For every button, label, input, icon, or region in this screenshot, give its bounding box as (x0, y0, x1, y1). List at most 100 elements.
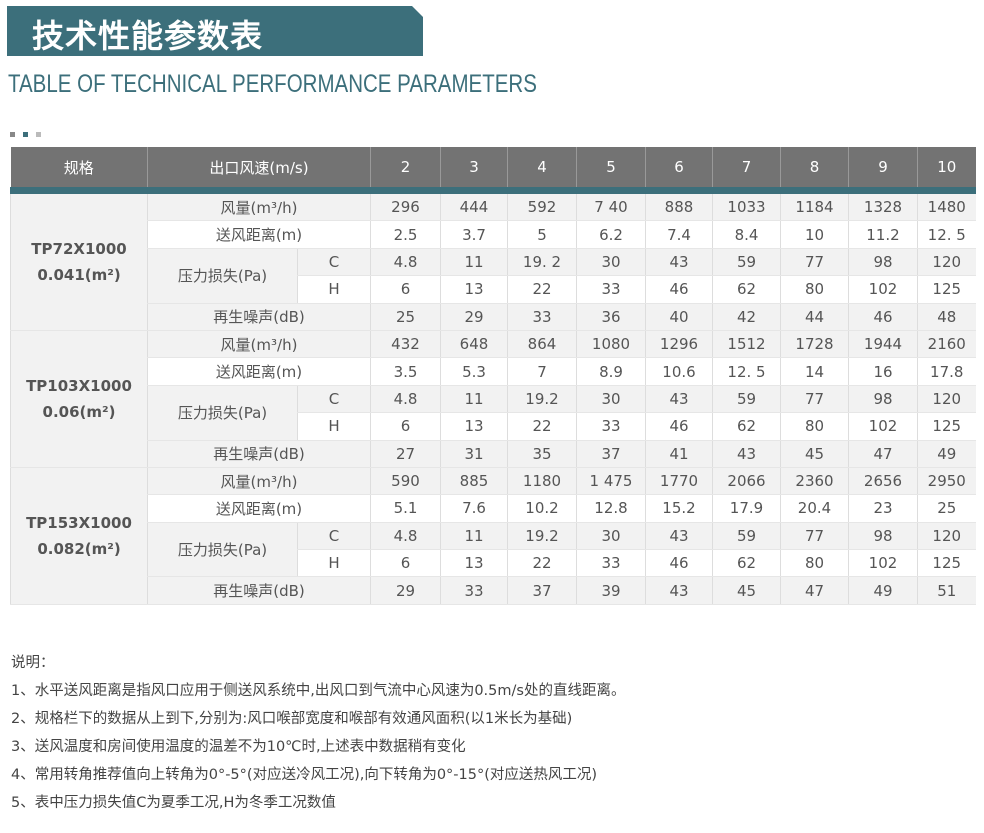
value-cell: 33 (440, 576, 508, 605)
value-cell: 1770 (645, 467, 713, 496)
header-spec: 规格 (10, 147, 148, 194)
value-cell: 10.2 (507, 494, 577, 523)
value-cell: 3.7 (440, 220, 508, 249)
value-cell: 98 (848, 522, 918, 551)
value-cell: 17.8 (917, 357, 976, 386)
value-cell: 19.2 (507, 522, 577, 551)
value-cell: 1480 (917, 190, 976, 222)
value-cell: 46 (645, 549, 713, 578)
value-cell: 1512 (712, 330, 781, 359)
model-name: TP72X1000 (31, 239, 127, 258)
value-cell: 43 (712, 440, 781, 468)
model-name: TP153X1000 (26, 513, 132, 532)
value-cell: 11 (440, 522, 508, 551)
value-cell: 35 (507, 440, 577, 468)
pressure-h-label: H (297, 412, 371, 441)
value-cell: 45 (712, 576, 781, 605)
value-cell: 77 (780, 385, 849, 414)
noise-label: 再生噪声(dB) (147, 303, 371, 331)
notes: 说明： 1、水平送风距离是指风口应用于侧送风系统中,出风口到气流中心风速为0.5… (11, 649, 625, 817)
value-cell: 40 (645, 303, 713, 331)
value-cell: 62 (712, 549, 781, 578)
note-item: 5、表中压力损失值C为夏季工况,H为冬季工况数值 (11, 795, 336, 811)
header-speed-value: 8 (780, 147, 849, 194)
distance-label: 送风距离(m) (147, 494, 371, 523)
value-cell: 62 (712, 412, 781, 441)
value-cell: 7 (507, 357, 577, 386)
value-cell: 444 (440, 190, 508, 222)
value-cell: 49 (917, 440, 976, 468)
value-cell: 1728 (780, 330, 849, 359)
value-cell: 1180 (507, 467, 577, 496)
value-cell: 15.2 (645, 494, 713, 523)
value-cell: 12.8 (576, 494, 646, 523)
value-cell: 37 (507, 576, 577, 605)
value-cell: 2.5 (370, 220, 441, 249)
value-cell: 27 (370, 440, 441, 468)
model-area: 0.082(m²) (37, 539, 121, 558)
value-cell: 11.2 (848, 220, 918, 249)
value-cell: 888 (645, 190, 713, 222)
value-cell: 4.8 (370, 248, 441, 277)
value-cell: 29 (440, 303, 508, 331)
header-speed-value: 5 (576, 147, 646, 194)
note-item: 1、水平送风距离是指风口应用于侧送风系统中,出风口到气流中心风速为0.5m/s处… (11, 683, 626, 699)
value-cell: 102 (848, 275, 918, 304)
value-cell: 432 (370, 330, 441, 359)
value-cell: 49 (848, 576, 918, 605)
flow-label: 风量(m³/h) (147, 330, 371, 359)
value-cell: 864 (507, 330, 577, 359)
table-row-noise: 再生噪声(dB) 27 31 35 37 41 43 45 47 49 (11, 440, 976, 468)
value-cell: 2160 (917, 330, 976, 359)
value-cell: 47 (848, 440, 918, 468)
value-cell: 2656 (848, 467, 918, 496)
value-cell: 22 (507, 412, 577, 441)
note-item: 4、常用转角推荐值向上转角为0°-5°(对应送冷风工况),向下转角为0°-15°… (11, 767, 598, 783)
value-cell: 37 (576, 440, 646, 468)
distance-label: 送风距离(m) (147, 357, 371, 386)
model-name: TP103X1000 (26, 376, 132, 395)
value-cell: 6 (370, 412, 441, 441)
value-cell: 20.4 (780, 494, 849, 523)
distance-label: 送风距离(m) (147, 220, 371, 249)
value-cell: 2360 (780, 467, 849, 496)
value-cell: 77 (780, 248, 849, 277)
noise-label: 再生噪声(dB) (147, 440, 371, 468)
value-cell: 11 (440, 248, 508, 277)
value-cell: 125 (917, 549, 976, 578)
value-cell: 30 (576, 522, 646, 551)
value-cell: 33 (576, 549, 646, 578)
value-cell: 98 (848, 385, 918, 414)
value-cell: 80 (780, 275, 849, 304)
parameters-table: 规格 出口风速(m/s) 2 3 4 5 6 7 8 9 10 TP72X1000 0.041(m… (10, 147, 976, 605)
value-cell: 1944 (848, 330, 918, 359)
value-cell: 25 (370, 303, 441, 331)
value-cell: 19.2 (507, 385, 577, 414)
value-cell: 17.9 (712, 494, 781, 523)
value-cell: 30 (576, 248, 646, 277)
value-cell: 33 (576, 275, 646, 304)
table-row-flow: TP72X1000 0.041(m²) 风量(m³/h) 296 444 592 7 40 8… (10, 190, 976, 331)
note-item: 2、规格栏下的数据从上到下,分别为:风口喉部宽度和喉部有效通风面积(以1米长为基… (11, 711, 573, 727)
spec-cell: TP72X1000 0.041(m²) (10, 190, 148, 331)
value-cell: 125 (917, 275, 976, 304)
value-cell: 7.6 (440, 494, 508, 523)
value-cell: 25 (917, 494, 976, 523)
value-cell: 44 (780, 303, 849, 331)
note-item: 3、送风温度和房间使用温度的温差不为10℃时,上述表中数据稍有变化 (11, 739, 466, 755)
value-cell: 4.8 (370, 385, 441, 414)
value-cell: 4.8 (370, 522, 441, 551)
value-cell: 125 (917, 412, 976, 441)
value-cell: 7.4 (645, 220, 713, 249)
value-cell: 3.5 (370, 357, 441, 386)
value-cell: 45 (780, 440, 849, 468)
header-speed-value: 7 (712, 147, 781, 194)
value-cell: 1184 (780, 190, 849, 222)
table-row-distance: 送风距离(m) 2.5 3.7 5 6.2 7.4 8.4 10 11.2 12. 5 (11, 220, 976, 249)
table-row-c: 压力损失(Pa) C 4.8 11 19. 2 30 43 59 77 98 120 (11, 248, 976, 304)
value-cell: 102 (848, 549, 918, 578)
pressure-c-label: C (297, 385, 371, 414)
value-cell: 296 (370, 190, 441, 222)
table-row-h: H 6 13 22 33 46 62 80 102 125 (11, 275, 976, 304)
value-cell: 43 (645, 576, 713, 605)
